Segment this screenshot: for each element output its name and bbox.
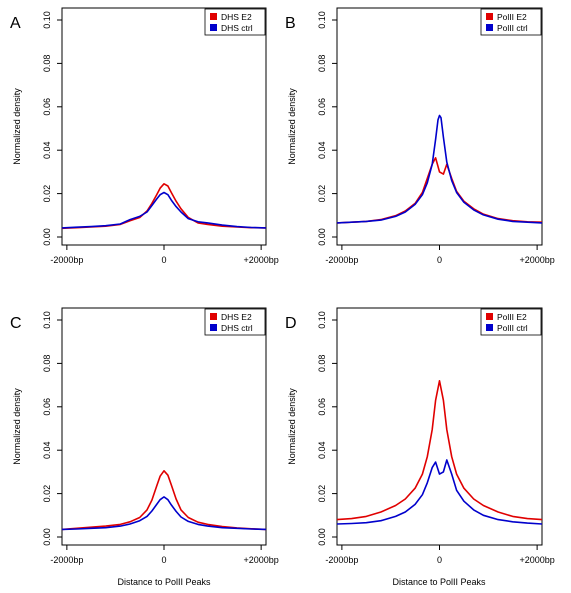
x-tick-label: -2000bp: [50, 555, 83, 565]
y-tick-label: 0.10: [42, 311, 52, 329]
y-tick-label: 0.10: [42, 11, 52, 29]
series-line-1: [61, 191, 267, 229]
panel-letter: C: [10, 315, 22, 332]
y-tick-label: 0.04: [317, 441, 327, 459]
y-tick-label: 0.04: [42, 441, 52, 459]
legend-label: DHS E2: [221, 312, 252, 322]
plot-frame: [336, 307, 543, 546]
legend-swatch: [210, 13, 217, 20]
series-line-1: [336, 114, 543, 224]
panel-letter: D: [285, 315, 297, 332]
plot-frame: [336, 7, 543, 246]
legend-swatch: [210, 324, 217, 331]
x-tick-label: -2000bp: [325, 255, 358, 265]
legend-swatch: [486, 313, 493, 320]
y-tick-label: 0.00: [42, 228, 52, 246]
x-tick-label: +2000bp: [519, 555, 554, 565]
legend-swatch: [210, 24, 217, 31]
y-tick-label: 0.06: [317, 98, 327, 116]
legend-label: PolII ctrl: [497, 23, 528, 33]
legend-label: PolII ctrl: [497, 323, 528, 333]
y-tick-label: 0.02: [42, 185, 52, 203]
y-tick-label: 0.04: [317, 141, 327, 159]
panel-letter: A: [10, 15, 21, 32]
y-axis-label: Normalized density: [12, 88, 22, 165]
y-tick-label: 0.00: [317, 228, 327, 246]
x-tick-label: 0: [437, 555, 442, 565]
x-tick-label: +2000bp: [519, 255, 554, 265]
x-tick-label: +2000bp: [243, 555, 278, 565]
series-line-1: [61, 496, 267, 531]
series-line-0: [61, 469, 267, 531]
x-tick-label: +2000bp: [243, 255, 278, 265]
series-line-0: [336, 379, 543, 521]
series-line-0: [336, 157, 543, 224]
y-tick-label: 0.02: [317, 185, 327, 203]
legend-label: DHS ctrl: [221, 23, 253, 33]
x-axis-label: Distance to PolII Peaks: [392, 577, 486, 587]
x-axis-label: Distance to PolII Peaks: [117, 577, 211, 587]
legend-swatch: [486, 24, 493, 31]
y-tick-label: 0.10: [317, 11, 327, 29]
panel-d: D 0.00 0.02 0.04 0.06 0.08 0.10 Normalized dens…: [285, 307, 555, 565]
legend-label: DHS ctrl: [221, 323, 253, 333]
x-tick-label: 0: [161, 555, 166, 565]
y-tick-label: 0.00: [42, 528, 52, 546]
y-tick-label: 0.08: [317, 355, 327, 373]
legend-label: PolII E2: [497, 12, 527, 22]
y-tick-label: 0.02: [42, 485, 52, 503]
panel-a: A 0.00 0.02 0.04 0.06 0.08 0.10 Normalized dens…: [10, 7, 279, 265]
x-tick-label: 0: [161, 255, 166, 265]
plot-frame: [61, 307, 267, 546]
plot-frame: [61, 7, 267, 246]
y-tick-label: 0.10: [317, 311, 327, 329]
legend-swatch: [210, 313, 217, 320]
y-tick-label: 0.00: [317, 528, 327, 546]
y-tick-label: 0.06: [42, 98, 52, 116]
x-tick-label: -2000bp: [50, 255, 83, 265]
y-tick-label: 0.04: [42, 141, 52, 159]
y-tick-label: 0.08: [42, 55, 52, 73]
y-tick-label: 0.08: [317, 55, 327, 73]
y-tick-label: 0.06: [42, 398, 52, 416]
panel-b: B 0.00 0.02 0.04 0.06 0.08 0.10 Normalized dens…: [285, 7, 555, 265]
x-tick-label: 0: [437, 255, 442, 265]
y-axis-label: Normalized density: [287, 388, 297, 465]
series-line-0: [61, 183, 267, 230]
y-tick-label: 0.08: [42, 355, 52, 373]
y-tick-label: 0.02: [317, 485, 327, 503]
x-tick-label: -2000bp: [325, 555, 358, 565]
y-tick-label: 0.06: [317, 398, 327, 416]
panel-c: C 0.00 0.02 0.04 0.06 0.08 0.10 Normalized dens…: [10, 307, 279, 565]
y-axis-label: Normalized density: [12, 388, 22, 465]
y-axis-label: Normalized density: [287, 88, 297, 165]
legend-swatch: [486, 13, 493, 20]
series-line-1: [336, 459, 543, 525]
panel-letter: B: [285, 15, 296, 32]
legend-label: PolII E2: [497, 312, 527, 322]
legend-swatch: [486, 324, 493, 331]
legend-label: DHS E2: [221, 12, 252, 22]
